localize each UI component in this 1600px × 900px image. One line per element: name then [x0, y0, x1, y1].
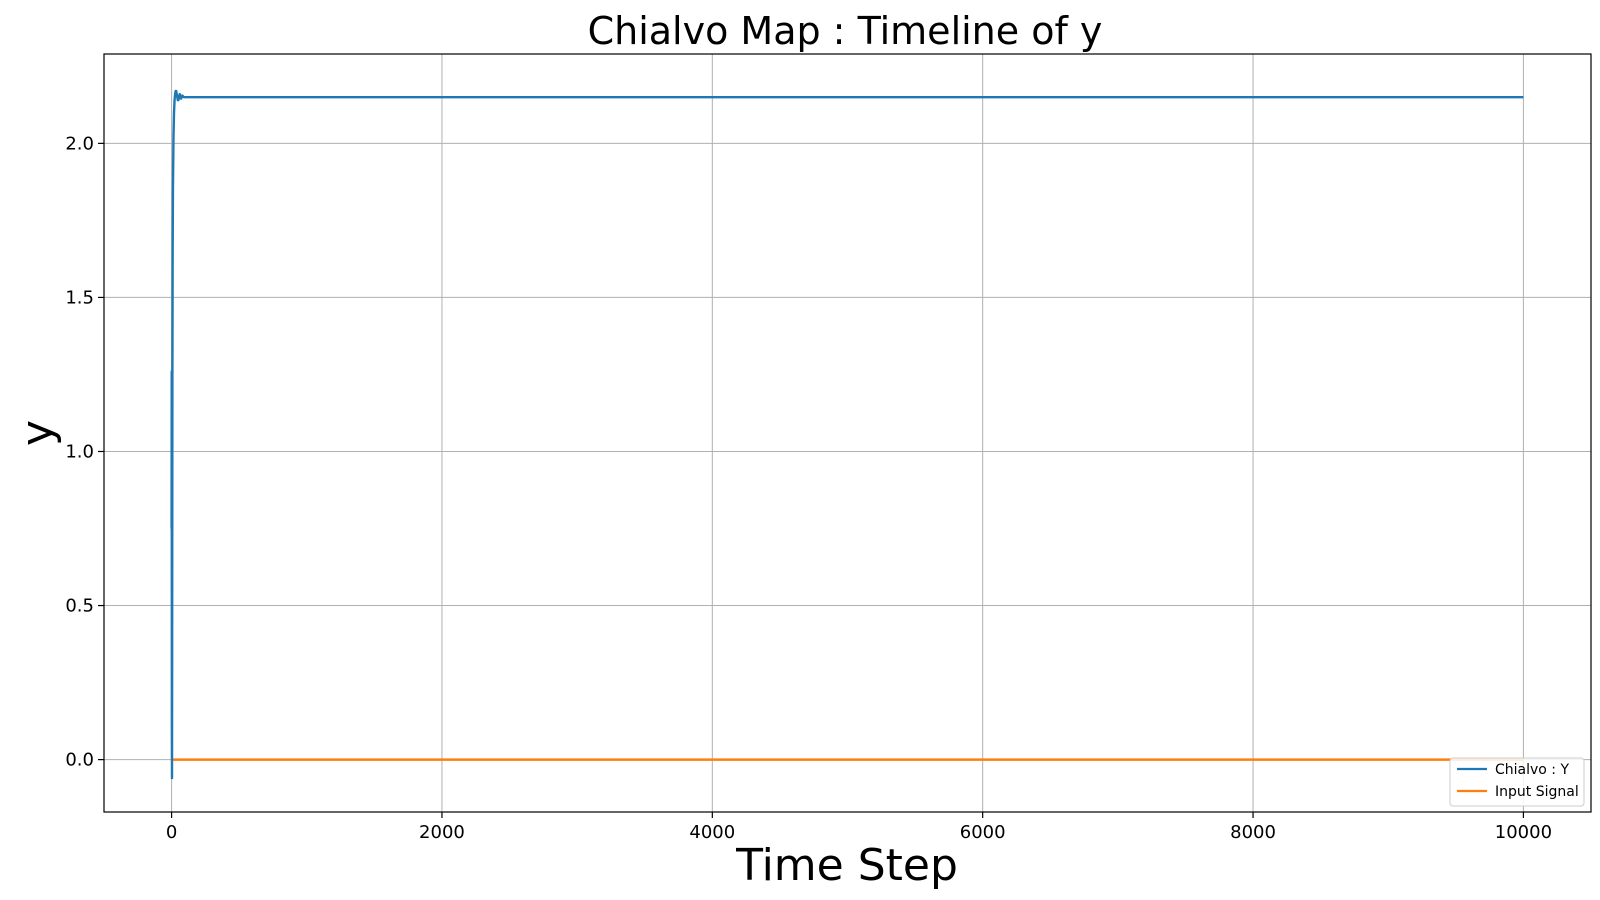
x-tick-label: 2000	[419, 822, 465, 843]
x-tick-label: 10000	[1495, 822, 1552, 843]
legend-label-input-signal: Input Signal	[1495, 784, 1579, 800]
x-tick-label: 6000	[960, 822, 1006, 843]
series-group	[170, 89, 1524, 780]
y-axis: 0.0 0.5 1.0 1.5 2.0	[65, 133, 104, 771]
x-axis: 0 2000 4000 6000 8000 10000	[166, 812, 1552, 843]
y-tick-label: 0.5	[65, 596, 94, 617]
legend: Chialvo : Y Input Signal	[1449, 757, 1585, 807]
y-tick-label: 1.5	[65, 287, 94, 308]
plot-area	[104, 54, 1591, 812]
legend-label-chialvo-y: Chialvo : Y	[1495, 762, 1569, 778]
y-tick-label: 0.0	[65, 750, 94, 771]
x-tick-label: 8000	[1230, 822, 1276, 843]
y-tick-label: 2.0	[65, 133, 94, 154]
y-tick-label: 1.0	[65, 441, 94, 462]
x-tick-label: 4000	[689, 822, 735, 843]
plot-frame	[103, 53, 1592, 813]
chart-title: Chialvo Map : Timeline of y	[588, 9, 1103, 53]
x-tick-label: 0	[166, 822, 177, 843]
y-axis-label: y	[12, 420, 63, 446]
x-axis-label: Time Step	[735, 840, 958, 891]
series-line-chialvo-y	[170, 89, 1524, 780]
